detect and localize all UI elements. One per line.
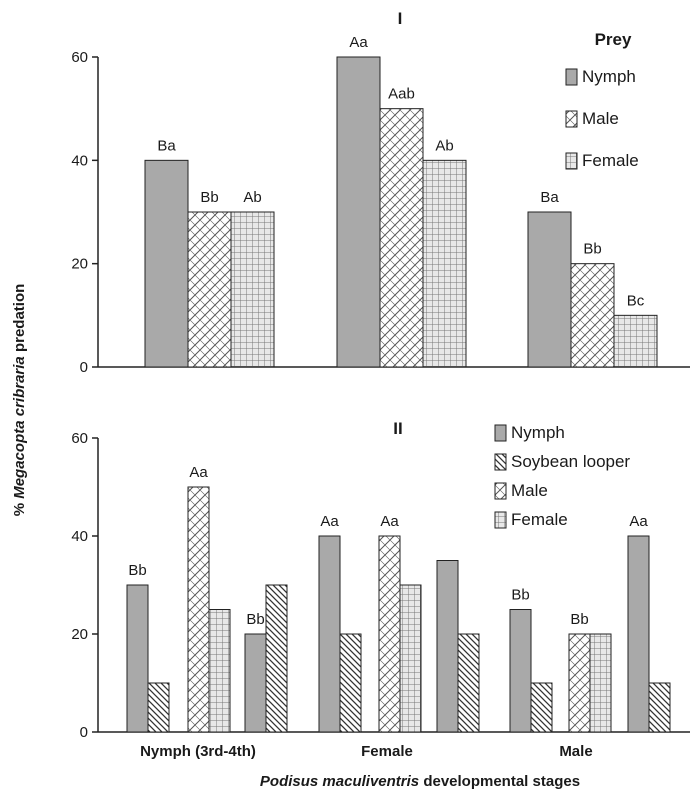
y-tick-label: 0 bbox=[80, 359, 88, 376]
x-category-label: Female bbox=[361, 743, 413, 760]
bar-data-label: Aa bbox=[320, 513, 339, 530]
bar-data-label: Bb bbox=[200, 189, 218, 206]
legend-swatch bbox=[494, 424, 507, 442]
bar bbox=[208, 609, 231, 733]
panel-title: I bbox=[398, 9, 403, 28]
x-category-labels: Nymph (3rd-4th) Female Male bbox=[140, 743, 593, 760]
x-category-label: Nymph (3rd-4th) bbox=[140, 743, 256, 760]
y-tick-label: 20 bbox=[71, 256, 88, 273]
y-tick-label: 40 bbox=[71, 152, 88, 169]
bar bbox=[613, 314, 658, 368]
bar bbox=[457, 633, 480, 733]
bar bbox=[144, 159, 189, 368]
bar bbox=[379, 108, 424, 368]
bar-data-label: Ab bbox=[243, 189, 261, 206]
bar-data-label: Ba bbox=[540, 189, 559, 206]
legend-label: Soybean looper bbox=[511, 452, 630, 471]
bar bbox=[399, 584, 422, 733]
y-tick-label: 40 bbox=[71, 528, 88, 545]
bar bbox=[336, 56, 381, 368]
bar-data-label: Aa bbox=[189, 464, 208, 481]
legend-title: Prey bbox=[595, 30, 632, 49]
bar-data-label: Aa bbox=[380, 513, 399, 530]
panel-title: II bbox=[393, 419, 402, 438]
bar-data-label: Ab bbox=[435, 137, 453, 154]
x-category-label: Male bbox=[559, 743, 592, 760]
legend-swatch bbox=[494, 453, 507, 471]
bar bbox=[527, 211, 572, 368]
legend-label: Female bbox=[582, 151, 639, 170]
y-tick-label: 60 bbox=[71, 430, 88, 447]
bar bbox=[147, 682, 170, 733]
bar bbox=[627, 535, 650, 733]
bar bbox=[230, 211, 275, 368]
y-axis-title-prefix: % bbox=[11, 499, 28, 517]
panel-II: 0 20 40 60 II Bb Aa Bb Aa Aa Bb Bb Aa Nymph Soybean lo… bbox=[71, 419, 690, 741]
legend-swatch bbox=[494, 482, 507, 500]
y-tick-label: 0 bbox=[80, 724, 88, 741]
x-axis-title-suffix: developmental stages bbox=[419, 773, 580, 790]
y-axis-title-suffix: predation bbox=[11, 284, 28, 357]
y-axis-title: % Megacopta cribraria predation bbox=[11, 284, 28, 517]
bar bbox=[648, 682, 671, 733]
bar-data-label: Aa bbox=[629, 513, 648, 530]
bar bbox=[570, 263, 615, 368]
legend-label: Male bbox=[511, 481, 548, 500]
bar-data-label: Ba bbox=[157, 137, 176, 154]
bar-data-label: Bb bbox=[511, 587, 529, 604]
bar-data-label: Bb bbox=[128, 562, 146, 579]
legend-swatch bbox=[565, 152, 578, 170]
panel-I: 0 20 40 60 I Ba Aa Ba Bb Aab Bb Ab Ab Bc Prey Nymph Male… bbox=[71, 9, 690, 376]
bar bbox=[244, 633, 267, 733]
legend-label: Female bbox=[511, 510, 568, 529]
bar bbox=[422, 159, 467, 368]
bar bbox=[589, 633, 612, 733]
bar-data-label: Bb bbox=[583, 241, 601, 258]
legend-swatch bbox=[565, 68, 578, 86]
bar-data-label: Bb bbox=[246, 611, 264, 628]
y-tick-label: 60 bbox=[71, 49, 88, 66]
legend-swatch bbox=[494, 511, 507, 529]
bar bbox=[265, 584, 288, 733]
bar-data-label: Bc bbox=[627, 292, 645, 309]
bar bbox=[530, 682, 553, 733]
bar bbox=[436, 560, 459, 733]
bar bbox=[339, 633, 362, 733]
legend-label: Nymph bbox=[582, 67, 636, 86]
bar bbox=[187, 486, 210, 733]
x-axis-title: Podisus maculiventris developmental stag… bbox=[260, 773, 580, 790]
x-axis-title-italic: Podisus maculiventris bbox=[260, 773, 419, 790]
bar bbox=[568, 633, 591, 733]
bar bbox=[126, 584, 149, 733]
y-tick-label: 20 bbox=[71, 626, 88, 643]
bar-data-label: Bb bbox=[570, 611, 588, 628]
y-axis-title-italic: Megacopta cribraria bbox=[11, 356, 28, 499]
legend-label: Nymph bbox=[511, 423, 565, 442]
bar-data-label: Aa bbox=[349, 34, 368, 51]
bar bbox=[378, 535, 401, 733]
bar-data-label: Aab bbox=[388, 86, 415, 103]
bar bbox=[318, 535, 341, 733]
legend-swatch bbox=[565, 110, 578, 128]
legend-label: Male bbox=[582, 109, 619, 128]
bar bbox=[187, 211, 232, 368]
bar bbox=[509, 609, 532, 733]
